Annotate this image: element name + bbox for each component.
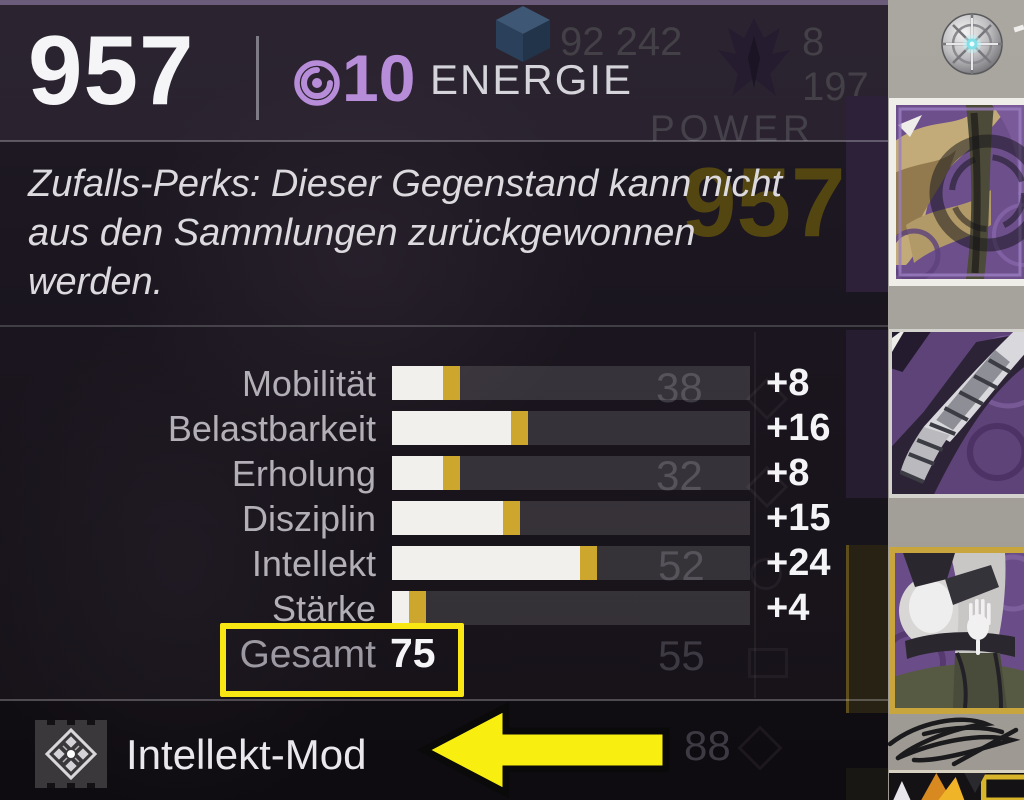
stat-label: Disziplin xyxy=(241,498,376,539)
stat-bar-base xyxy=(392,591,410,625)
stat-bar-bonus xyxy=(502,501,520,535)
stat-value: +16 xyxy=(766,407,831,449)
stat-value: +8 xyxy=(766,452,810,494)
header-divider xyxy=(256,36,259,120)
mod-name: Intellekt-Mod xyxy=(126,731,367,778)
total-highlight-annotation xyxy=(220,623,464,697)
dim-tile-edge xyxy=(846,96,888,292)
dim-item-count: 52 xyxy=(658,542,705,589)
dim-tile-edge xyxy=(846,768,888,800)
arm-art xyxy=(892,332,1024,494)
total-value: 75 xyxy=(390,630,436,676)
void-energy-icon xyxy=(294,60,340,106)
stat-bar xyxy=(392,546,750,580)
dim-item-count: 88 xyxy=(684,722,731,769)
inventory-tile-2[interactable] xyxy=(889,329,1024,498)
stat-bar-bonus xyxy=(409,591,427,625)
dim-box-icon xyxy=(748,648,788,678)
dim-tile-edge xyxy=(846,545,888,713)
stat-bar-bonus xyxy=(443,456,461,490)
energy-label: ENERGIE xyxy=(430,56,634,103)
section-divider xyxy=(0,699,888,701)
dim-item-count: 32 xyxy=(656,452,703,499)
inventory-tile-4[interactable] xyxy=(889,770,1024,800)
section-divider xyxy=(0,140,888,142)
section-divider xyxy=(0,325,888,327)
stat-label: Stärke xyxy=(271,588,376,629)
intellect-mod-icon[interactable] xyxy=(33,716,109,792)
currency-left: 92 242 xyxy=(560,20,683,64)
stat-bar xyxy=(392,456,750,490)
dim-item-count: 55 xyxy=(658,632,705,679)
stat-bar xyxy=(392,501,750,535)
stat-value: +15 xyxy=(766,497,831,539)
stat-bar xyxy=(392,366,750,400)
scribble-annotation xyxy=(887,717,1021,767)
item-tooltip: 92 242 8 197 POWER 957 38 32 52 55 88 957 10… xyxy=(0,0,888,800)
stat-label: Erholung xyxy=(231,453,376,494)
stat-value: +4 xyxy=(766,587,810,629)
inventory-tile-equipped[interactable] xyxy=(889,98,1024,286)
arrow-annotation xyxy=(416,701,670,799)
stat-bar-bonus xyxy=(443,366,461,400)
glimmer-cube-icon xyxy=(496,6,550,62)
chest-art xyxy=(895,553,1024,708)
inventory-column xyxy=(887,0,1024,800)
stat-bar-bonus xyxy=(511,411,529,445)
stat-bar xyxy=(392,411,750,445)
power-label-dim: POWER xyxy=(650,108,815,149)
dim-item-count: 38 xyxy=(656,364,703,411)
item-power-value: 957 xyxy=(28,15,195,125)
total-label: Gesamt xyxy=(239,633,376,676)
stat-bar-base xyxy=(392,411,512,445)
stat-label: Intellekt xyxy=(251,543,376,584)
stat-value: +24 xyxy=(766,542,831,584)
power-value-dim: 957 xyxy=(682,147,846,257)
ghost-emblem-icon[interactable] xyxy=(940,12,1004,76)
inventory-tile-3[interactable] xyxy=(889,547,1024,714)
stat-bar-bonus xyxy=(579,546,597,580)
stat-bar xyxy=(392,591,750,625)
stat-bar-base xyxy=(392,456,444,490)
dim-tile-edge xyxy=(846,330,888,498)
item-description: Zufalls-Perks: Dieser Gegenstand kann ni… xyxy=(28,163,783,303)
dim-panel-line xyxy=(754,332,756,698)
gauntlet-art xyxy=(896,105,1024,279)
stat-value: +8 xyxy=(766,362,810,404)
edge-tick xyxy=(1013,24,1024,33)
stat-bar-base xyxy=(392,546,580,580)
energy-value: 10 xyxy=(342,41,416,115)
rarity-top-line xyxy=(0,0,888,5)
stat-label: Belastbarkeit xyxy=(167,408,376,449)
dim-circle-icon xyxy=(750,558,782,590)
crest-icon xyxy=(718,18,790,96)
tile4-art xyxy=(889,773,1024,800)
stat-bar-base xyxy=(392,501,503,535)
dim-diamond-icon xyxy=(737,725,783,771)
stat-bar-base xyxy=(392,366,444,400)
stat-label: Mobilität xyxy=(241,363,376,404)
